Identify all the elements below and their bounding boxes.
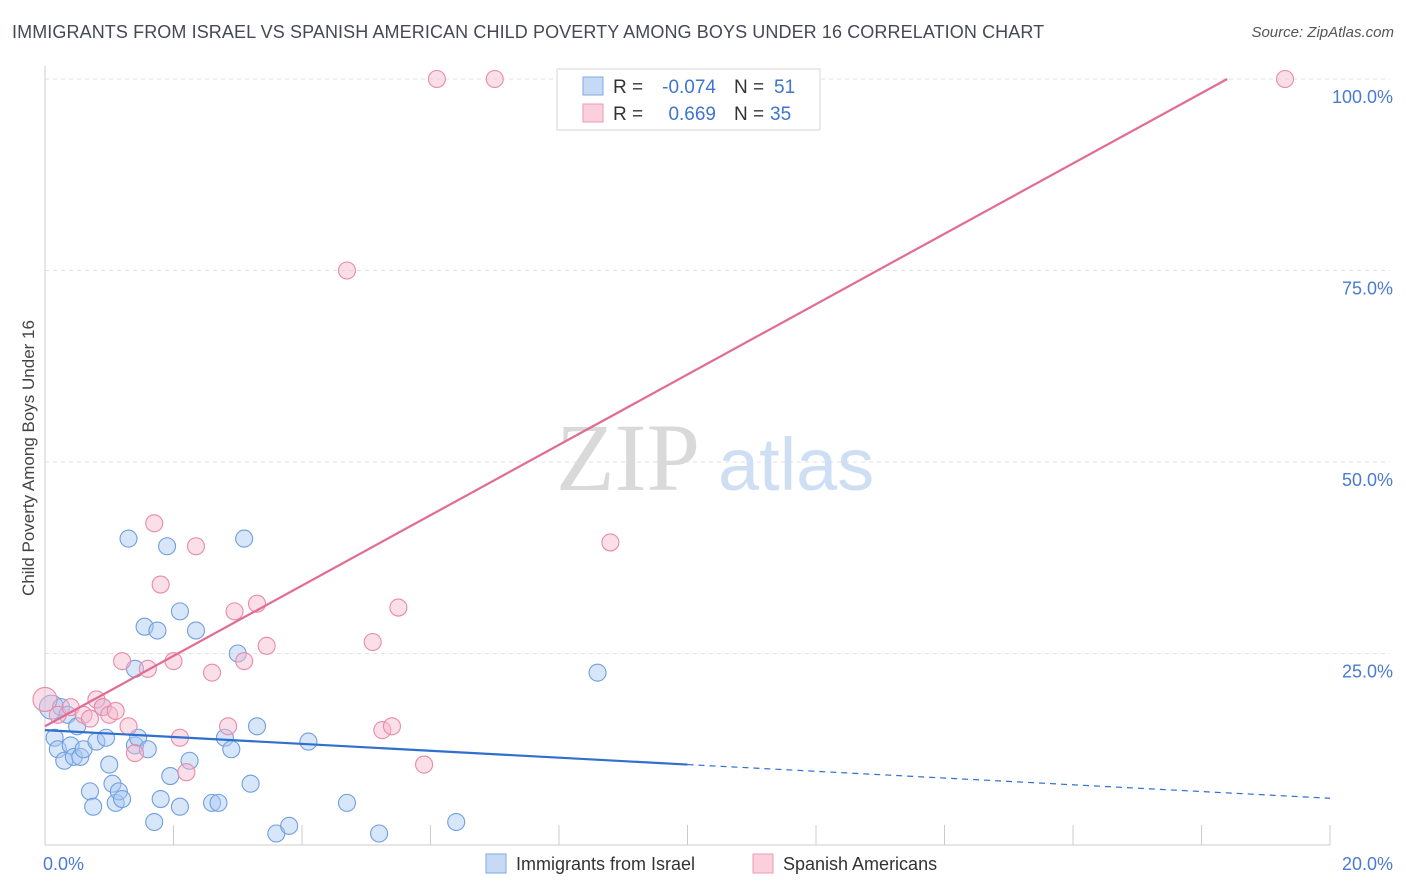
spanish-point-28 bbox=[373, 721, 392, 740]
israel-point-30 bbox=[151, 789, 170, 809]
spanish-point-9 bbox=[106, 701, 125, 721]
israel-point-40 bbox=[222, 740, 241, 759]
israel-point-13 bbox=[84, 797, 103, 816]
bottom-legend-swatch-israel bbox=[485, 853, 507, 874]
spanish-point-33 bbox=[485, 69, 504, 89]
chart-title: IMMIGRANTS FROM ISRAEL VS SPANISH AMERIC… bbox=[12, 22, 1045, 42]
israel-point-43 bbox=[241, 774, 260, 793]
israel-point-50 bbox=[447, 812, 466, 832]
y-axis-label: Child Poverty Among Boys Under 16 bbox=[19, 320, 38, 596]
legend-r-value-2: 0.669 bbox=[668, 104, 716, 125]
legend-n-value-1: 51 bbox=[774, 77, 795, 98]
israel-point-32 bbox=[161, 767, 180, 786]
israel-point-33 bbox=[170, 797, 189, 816]
y-tick-label-2: 50.0% bbox=[1342, 470, 1393, 490]
israel-point-22 bbox=[119, 529, 138, 548]
legend-swatch-spanish bbox=[582, 103, 604, 123]
spanish-point-11 bbox=[119, 717, 138, 736]
spanish-point-31 bbox=[415, 755, 434, 774]
trend-lines bbox=[44, 78, 1331, 799]
israel-point-28 bbox=[145, 812, 164, 832]
israel-point-37 bbox=[203, 793, 222, 812]
israel-point-8 bbox=[64, 747, 83, 766]
israel-point-35 bbox=[180, 751, 199, 770]
legend-n-label-2: N = bbox=[734, 104, 764, 125]
source-label: Source: ZipAtlas.com bbox=[1251, 24, 1394, 41]
israel-point-38 bbox=[209, 793, 228, 812]
spanish-point-15 bbox=[151, 575, 170, 594]
spanish-point-30 bbox=[389, 598, 408, 617]
x-tick-label-2: 20.0% bbox=[1342, 854, 1393, 874]
israel-point-17 bbox=[100, 755, 119, 774]
israel-point-49 bbox=[370, 824, 389, 843]
legend-r-label-2: R = bbox=[613, 104, 643, 125]
israel-point-39 bbox=[215, 728, 234, 747]
spanish-point-21 bbox=[219, 717, 238, 736]
bottom-legend-label-spanish: Spanish Americans bbox=[783, 854, 937, 874]
legend-r-label-1: R = bbox=[613, 77, 643, 98]
israel-point-44 bbox=[247, 717, 267, 736]
spanish-point-22 bbox=[225, 602, 244, 621]
bottom-legend-swatch-spanish bbox=[752, 853, 774, 874]
israel-point-18 bbox=[103, 774, 122, 793]
bottom-legend-label-israel: Immigrants from Israel bbox=[516, 854, 695, 874]
spanish-point-35 bbox=[1275, 69, 1295, 89]
y-tick-label-4: 100.0% bbox=[1332, 87, 1393, 107]
israel-point-51 bbox=[588, 663, 607, 682]
israel-point-48 bbox=[337, 793, 357, 812]
israel-point-46 bbox=[280, 816, 299, 835]
spanish-point-14 bbox=[145, 514, 164, 533]
spanish-point-18 bbox=[177, 763, 196, 782]
series-spanish-americans bbox=[32, 69, 1295, 782]
spanish-point-32 bbox=[427, 69, 446, 89]
israel-point-2 bbox=[45, 728, 64, 747]
israel-trend-extension bbox=[687, 763, 1331, 799]
legend-swatch-israel bbox=[582, 76, 604, 96]
israel-trend-line bbox=[44, 729, 688, 766]
watermark-zip: ZIP bbox=[556, 404, 700, 511]
spanish-point-25 bbox=[257, 636, 276, 655]
israel-point-47 bbox=[299, 732, 318, 751]
spanish-trend-line bbox=[44, 78, 1228, 728]
gridlines bbox=[45, 78, 1390, 654]
israel-point-21 bbox=[113, 789, 132, 809]
israel-point-34 bbox=[170, 602, 189, 621]
spanish-point-29 bbox=[382, 717, 402, 736]
spanish-point-26 bbox=[337, 261, 357, 280]
spanish-point-19 bbox=[186, 537, 206, 556]
spanish-point-10 bbox=[113, 652, 132, 671]
israel-point-29 bbox=[148, 621, 167, 640]
spanish-point-12 bbox=[125, 744, 144, 763]
y-tick-label-1: 25.0% bbox=[1342, 662, 1393, 682]
series-immigrants-from-israel bbox=[38, 529, 607, 843]
watermark-atlas: atlas bbox=[718, 423, 874, 506]
bottom-legend: Immigrants from Israel Spanish Americans bbox=[485, 853, 937, 874]
israel-point-16 bbox=[96, 728, 116, 747]
tick-labels: 25.0% 50.0% 75.0% 100.0% 0.0% 20.0% bbox=[43, 87, 1393, 874]
watermark: ZIP atlas bbox=[556, 404, 874, 511]
israel-point-12 bbox=[80, 782, 100, 801]
axes bbox=[44, 66, 1331, 846]
spanish-point-1 bbox=[32, 686, 58, 713]
spanish-point-5 bbox=[80, 709, 100, 728]
legend-r-value-1: -0.074 bbox=[662, 77, 716, 98]
y-tick-label-3: 75.0% bbox=[1342, 279, 1393, 299]
legend-n-value-2: 35 bbox=[770, 104, 791, 125]
spanish-point-34 bbox=[601, 533, 620, 552]
israel-point-41 bbox=[228, 644, 247, 663]
spanish-point-23 bbox=[235, 652, 254, 671]
legend-n-label-1: N = bbox=[734, 77, 764, 98]
israel-point-36 bbox=[186, 621, 206, 640]
spanish-point-27 bbox=[363, 632, 382, 652]
israel-point-31 bbox=[158, 537, 177, 556]
israel-point-42 bbox=[235, 529, 254, 548]
x-tick-label-1: 0.0% bbox=[43, 854, 84, 874]
spanish-point-20 bbox=[203, 663, 222, 682]
legend-box: R = -0.074 N = 51 R = 0.669 N = 35 bbox=[556, 68, 821, 131]
